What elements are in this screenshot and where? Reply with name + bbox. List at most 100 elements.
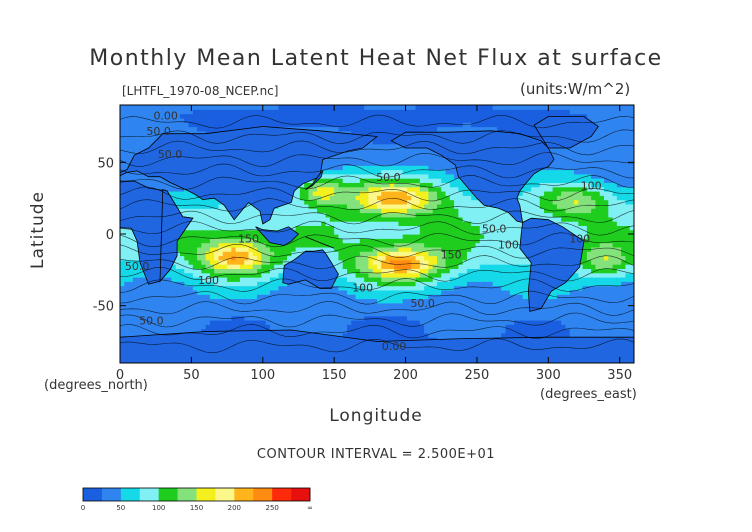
heatmap-cell xyxy=(252,268,258,274)
heatmap-cell xyxy=(334,234,340,239)
heatmap-cell xyxy=(441,156,447,162)
heatmap-cell xyxy=(372,328,378,334)
heatmap-cell xyxy=(347,169,352,175)
heatmap-cell xyxy=(184,272,190,278)
heatmap-cell xyxy=(235,294,241,300)
heatmap-cell xyxy=(342,160,348,166)
heatmap-cell xyxy=(419,221,425,226)
heatmap-cell xyxy=(351,117,357,123)
heatmap-cell xyxy=(449,242,455,248)
heatmap-cell xyxy=(124,105,130,110)
heatmap-cell xyxy=(338,212,344,218)
heatmap-cell xyxy=(419,320,425,325)
heatmap-cell xyxy=(282,117,288,123)
heatmap-cell xyxy=(338,294,344,300)
heatmap-cell xyxy=(321,229,327,235)
heatmap-cell xyxy=(462,259,468,265)
heatmap-cell xyxy=(406,234,412,239)
heatmap-cell xyxy=(124,135,130,140)
heatmap-cell xyxy=(248,246,254,252)
heatmap-cell xyxy=(359,238,365,244)
heatmap-cell xyxy=(342,289,348,295)
heatmap-cell xyxy=(321,289,327,295)
heatmap-cell xyxy=(261,122,267,128)
heatmap-cell xyxy=(132,126,138,132)
heatmap-cell xyxy=(364,208,370,214)
heatmap-cell xyxy=(338,307,344,312)
heatmap-cell xyxy=(167,191,172,196)
heatmap-cell xyxy=(235,246,241,252)
heatmap-cell xyxy=(415,259,421,265)
heatmap-cell xyxy=(248,281,254,287)
heatmap-cell xyxy=(222,315,228,321)
heatmap-cell xyxy=(334,251,340,257)
heatmap-cell xyxy=(252,307,258,312)
heatmap-cell xyxy=(222,122,228,128)
heatmap-cell xyxy=(347,160,352,166)
heatmap-cell xyxy=(188,259,194,265)
heatmap-cell xyxy=(368,169,374,175)
heatmap-cell xyxy=(218,307,224,312)
heatmap-cell xyxy=(244,251,250,257)
heatmap-cell xyxy=(359,255,365,261)
heatmap-cell xyxy=(149,311,155,317)
heatmap-cell xyxy=(222,311,228,317)
heatmap-cell xyxy=(321,178,327,183)
heatmap-cell xyxy=(334,277,340,282)
heatmap-cell xyxy=(441,246,447,252)
heatmap-cell xyxy=(419,234,425,239)
heatmap-cell xyxy=(167,320,172,325)
heatmap-cell xyxy=(419,117,425,123)
heatmap-cell xyxy=(402,126,408,132)
heatmap-cell xyxy=(445,238,451,244)
heatmap-cell xyxy=(188,199,194,205)
heatmap-cell xyxy=(359,117,365,123)
heatmap-cell xyxy=(235,315,241,321)
heatmap-cell xyxy=(338,117,344,123)
heatmap-cell xyxy=(209,229,215,235)
heatmap-cell xyxy=(128,264,134,269)
heatmap-cell xyxy=(432,186,438,192)
heatmap-cell xyxy=(445,122,451,128)
heatmap-cell xyxy=(372,259,378,265)
heatmap-cell xyxy=(454,255,459,261)
heatmap-cell xyxy=(466,105,472,110)
heatmap-cell xyxy=(406,264,412,269)
heatmap-cell xyxy=(441,225,447,231)
heatmap-cell xyxy=(359,160,365,166)
heatmap-cell xyxy=(441,191,447,196)
heatmap-cell xyxy=(120,173,125,179)
heatmap-cell xyxy=(261,302,267,308)
heatmap-cell xyxy=(167,126,172,132)
heatmap-cell xyxy=(304,113,310,119)
heatmap-cell xyxy=(411,178,417,183)
heatmap-cell xyxy=(436,332,442,338)
heatmap-cell xyxy=(218,225,224,231)
heatmap-cell xyxy=(432,242,438,248)
heatmap-cell xyxy=(471,332,477,338)
heatmap-cell xyxy=(385,324,391,330)
heatmap-cell xyxy=(445,169,451,175)
heatmap-cell xyxy=(308,246,314,252)
heatmap-cell xyxy=(257,311,262,317)
heatmap-cell xyxy=(278,324,284,330)
heatmap-cell xyxy=(347,307,352,312)
heatmap-cell xyxy=(402,264,408,269)
heatmap-cell xyxy=(449,285,455,291)
heatmap-cell xyxy=(406,225,412,231)
heatmap-cell xyxy=(304,298,310,304)
heatmap-cell xyxy=(428,277,434,282)
heatmap-cell xyxy=(227,216,232,222)
heatmap-cell xyxy=(372,212,378,218)
heatmap-cell xyxy=(424,105,429,110)
heatmap-cell xyxy=(454,212,459,218)
heatmap-cell xyxy=(406,298,412,304)
heatmap-cell xyxy=(248,216,254,222)
heatmap-cell xyxy=(132,122,138,128)
heatmap-cell xyxy=(218,298,224,304)
heatmap-cell xyxy=(449,246,455,252)
heatmap-cell xyxy=(312,186,318,192)
heatmap-cell xyxy=(394,126,400,132)
heatmap-cell xyxy=(167,302,172,308)
heatmap-cell xyxy=(359,298,365,304)
